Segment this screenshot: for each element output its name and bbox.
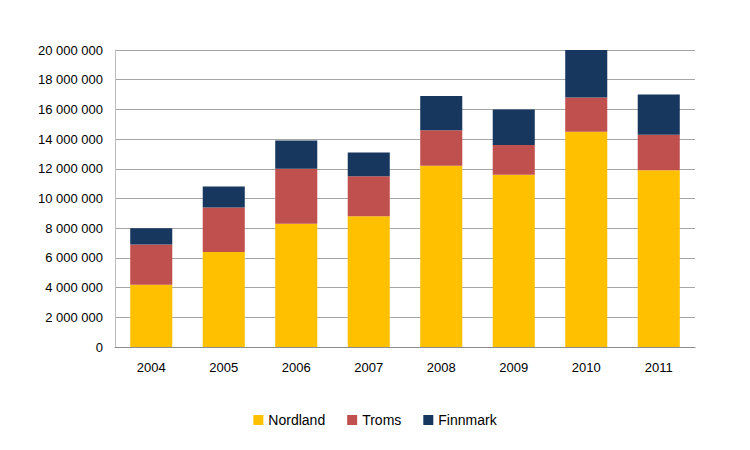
svg-text:Finnmark: Finnmark — [438, 412, 497, 428]
svg-text:Troms: Troms — [362, 412, 401, 428]
svg-text:2010: 2010 — [572, 360, 601, 375]
svg-text:2007: 2007 — [354, 360, 383, 375]
svg-text:20 000 000: 20 000 000 — [38, 43, 103, 58]
svg-text:2009: 2009 — [499, 360, 528, 375]
svg-text:2006: 2006 — [282, 360, 311, 375]
svg-text:14 000 000: 14 000 000 — [38, 132, 103, 147]
svg-text:4 000 000: 4 000 000 — [45, 280, 103, 295]
svg-text:18 000 000: 18 000 000 — [38, 72, 103, 87]
svg-text:16 000 000: 16 000 000 — [38, 102, 103, 117]
svg-text:0: 0 — [96, 340, 103, 355]
svg-text:12 000 000: 12 000 000 — [38, 161, 103, 176]
svg-text:Nordland: Nordland — [268, 412, 325, 428]
svg-text:2005: 2005 — [209, 360, 238, 375]
svg-text:10 000 000: 10 000 000 — [38, 191, 103, 206]
svg-text:6 000 000: 6 000 000 — [45, 250, 103, 265]
svg-text:2 000 000: 2 000 000 — [45, 310, 103, 325]
svg-text:8 000 000: 8 000 000 — [45, 221, 103, 236]
svg-text:2008: 2008 — [427, 360, 456, 375]
svg-text:2011: 2011 — [645, 360, 673, 375]
svg-text:2004: 2004 — [137, 360, 166, 375]
